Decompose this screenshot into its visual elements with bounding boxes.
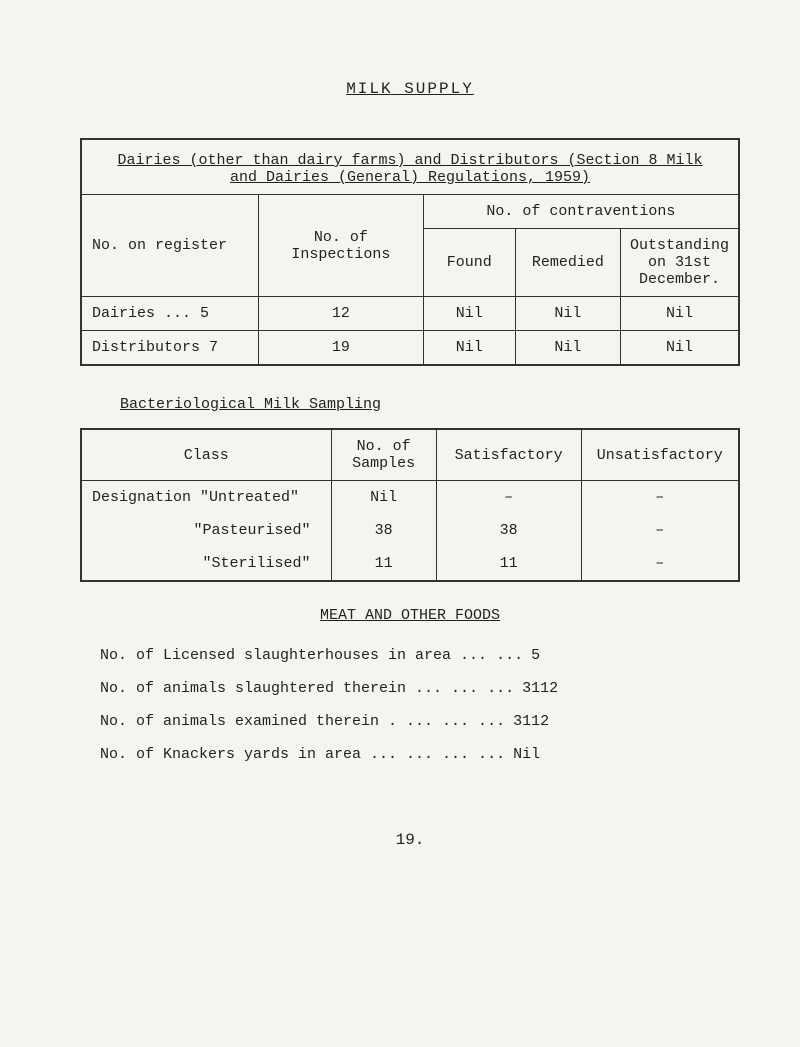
page-title: MILK SUPPLY (80, 80, 740, 98)
col-remedied: Remedied (515, 229, 620, 297)
bacteriological-heading: Bacteriological Milk Sampling (120, 396, 740, 413)
cell: Nil (423, 331, 515, 366)
cell: Distributors 7 (81, 331, 259, 366)
cell: 12 (259, 297, 424, 331)
cell: 19 (259, 331, 424, 366)
col-samples: No. of Samples (331, 429, 436, 481)
col-register: No. on register (81, 195, 259, 297)
col-sat: Satisfactory (436, 429, 581, 481)
table-row: Dairies ... 5 12 Nil Nil Nil (81, 297, 739, 331)
cell: Nil (423, 297, 515, 331)
page-number: 19. (80, 831, 740, 849)
list-item: No. of Knackers yards in area ... ... ..… (100, 738, 740, 771)
cell: "Pasteurised" (81, 514, 331, 547)
cell: – (581, 547, 739, 581)
cell: Nil (515, 297, 620, 331)
table-dairies: Dairies (other than dairy farms) and Dis… (80, 138, 740, 366)
list-value: Nil (513, 738, 540, 771)
list-value: 5 (531, 639, 540, 672)
cell: Dairies ... 5 (81, 297, 259, 331)
cell: Nil (515, 331, 620, 366)
list-label: No. of Licensed slaughterhouses in area … (100, 639, 523, 672)
col-inspections: No. of Inspections (259, 195, 424, 297)
cell: – (581, 514, 739, 547)
list-item: No. of animals slaughtered therein ... .… (100, 672, 740, 705)
list-label: No. of Knackers yards in area ... ... ..… (100, 738, 505, 771)
cell: 11 (331, 547, 436, 581)
table-bacteriological: Class No. of Samples Satisfactory Unsati… (80, 428, 740, 582)
cell: 38 (436, 514, 581, 547)
cell: – (581, 481, 739, 515)
col-found: Found (423, 229, 515, 297)
table-row: "Pasteurised" 38 38 – (81, 514, 739, 547)
cell: Nil (621, 297, 739, 331)
cell: Nil (621, 331, 739, 366)
list-item: No. of Licensed slaughterhouses in area … (100, 639, 740, 672)
col-class: Class (81, 429, 331, 481)
col-unsat: Unsatisfactory (581, 429, 739, 481)
cell: 38 (331, 514, 436, 547)
table-row: Designation "Untreated" Nil – – (81, 481, 739, 515)
cell: "Sterilised" (81, 547, 331, 581)
meat-heading: MEAT AND OTHER FOODS (80, 607, 740, 624)
cell: Designation "Untreated" (81, 481, 331, 515)
col-outstanding: Outstanding on 31st December. (621, 229, 739, 297)
cell: – (436, 481, 581, 515)
table-row: "Sterilised" 11 11 – (81, 547, 739, 581)
list-value: 3112 (522, 672, 558, 705)
section-heading-text: Dairies (other than dairy farms) and Dis… (117, 152, 702, 186)
list-item: No. of animals examined therein . ... ..… (100, 705, 740, 738)
col-contraventions: No. of contraventions (423, 195, 739, 229)
section-heading: Dairies (other than dairy farms) and Dis… (81, 139, 739, 195)
cell: 11 (436, 547, 581, 581)
list-label: No. of animals examined therein . ... ..… (100, 705, 505, 738)
list-value: 3112 (513, 705, 549, 738)
table-row: Distributors 7 19 Nil Nil Nil (81, 331, 739, 366)
cell: Nil (331, 481, 436, 515)
meat-list: No. of Licensed slaughterhouses in area … (100, 639, 740, 771)
list-label: No. of animals slaughtered therein ... .… (100, 672, 514, 705)
